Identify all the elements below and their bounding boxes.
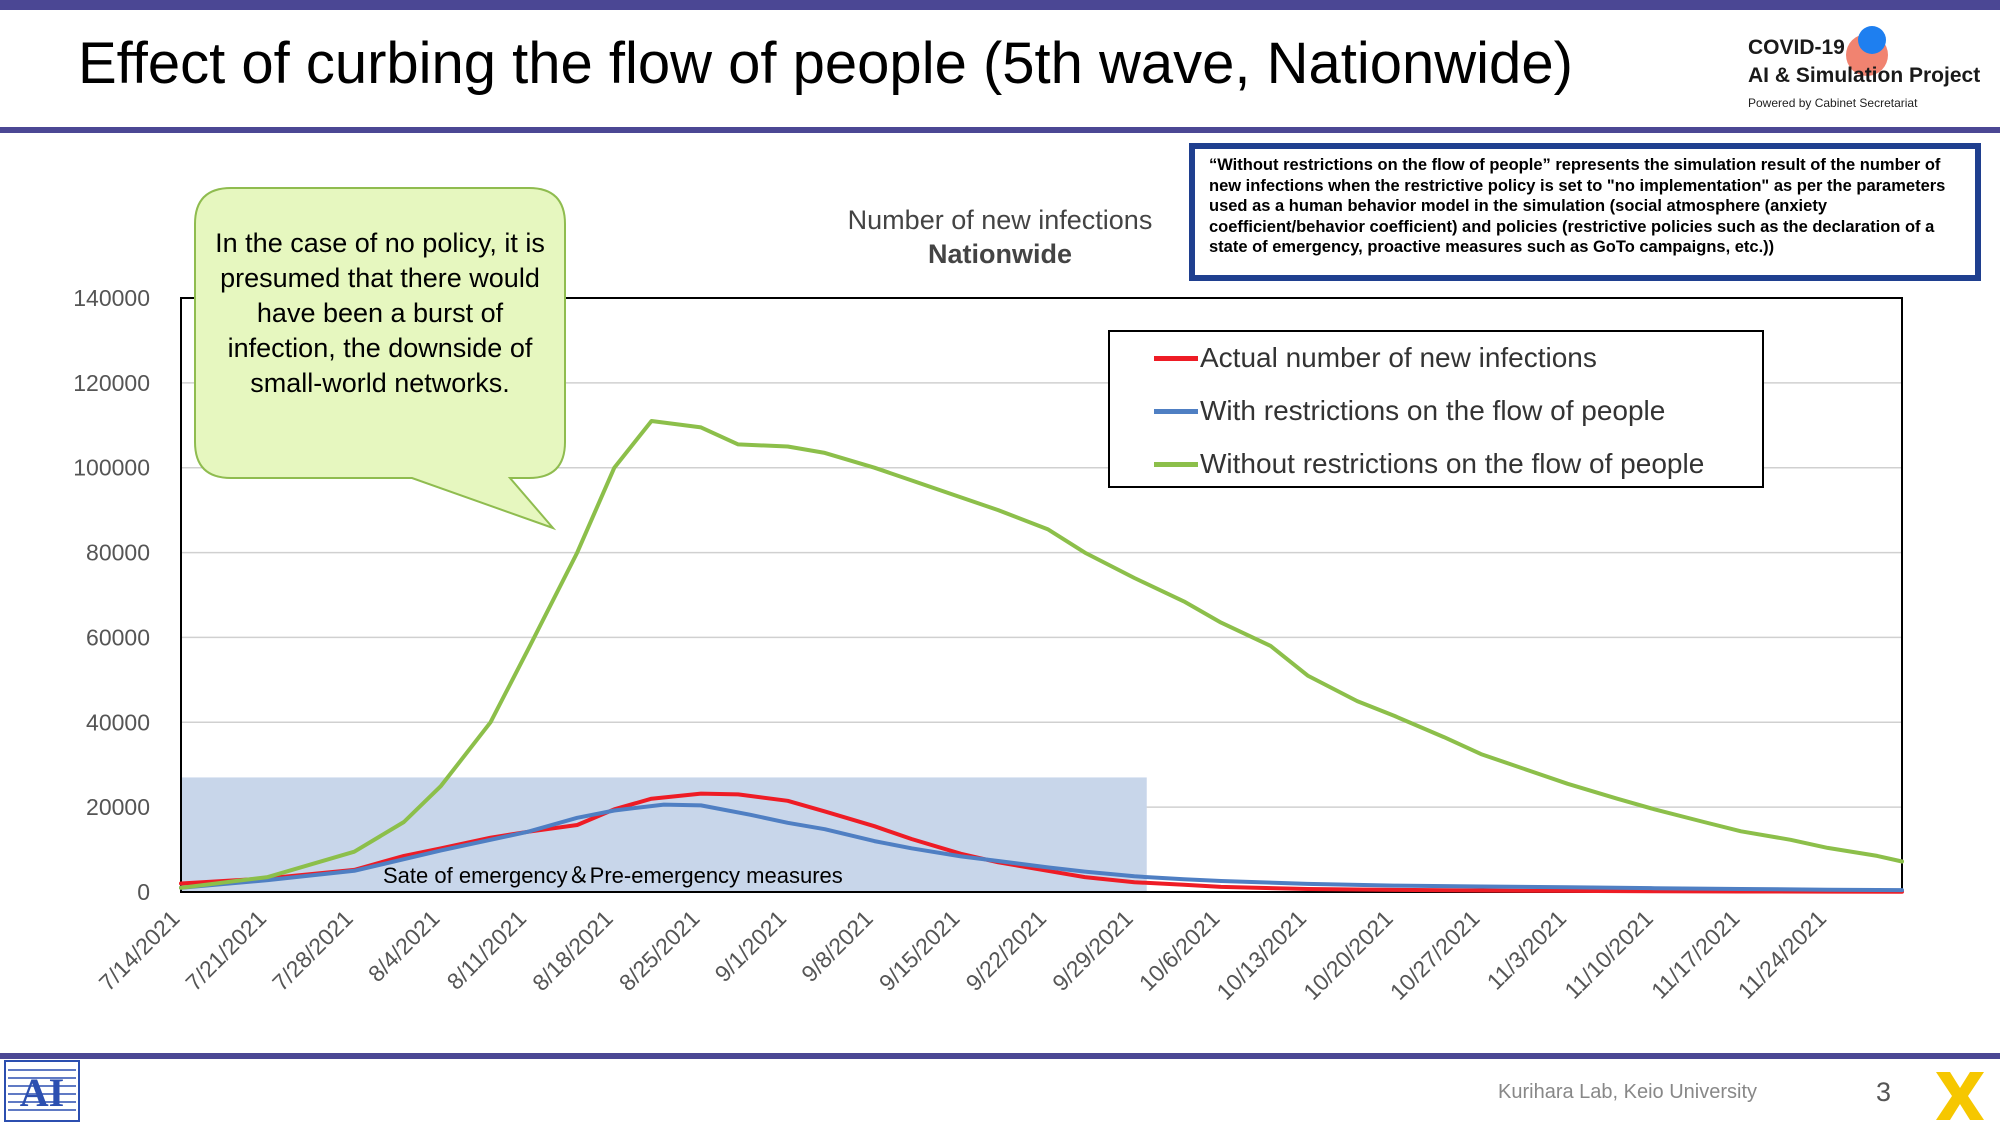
- chart-title: Number of new infections: [847, 205, 1153, 235]
- logo-line1: COVID-19: [1748, 36, 1845, 59]
- svg-text:AI: AI: [20, 1070, 64, 1115]
- logo-line2: AI & Simulation Project: [1748, 64, 1981, 87]
- y-tick-label: 100000: [73, 455, 150, 481]
- y-tick-label: 120000: [73, 370, 150, 396]
- x-tick-label: 9/22/2021: [960, 905, 1051, 996]
- legend-item-with: With restrictions on the flow of people: [1154, 395, 1665, 427]
- x-tick-label: 9/8/2021: [796, 905, 878, 987]
- x-tick-label: 8/4/2021: [363, 905, 445, 987]
- x-tick-label: 7/14/2021: [94, 905, 185, 996]
- chart-subtitle: Nationwide: [927, 239, 1072, 269]
- y-tick-label: 80000: [86, 540, 150, 566]
- legend-swatch-actual: [1154, 355, 1198, 361]
- x-tick-label: 11/17/2021: [1646, 905, 1745, 1004]
- y-tick-label: 0: [137, 879, 150, 905]
- x-tick-label: 8/11/2021: [442, 905, 532, 995]
- legend-swatch-without: [1154, 461, 1198, 467]
- emergency-region-label: Sate of emergency＆Pre-emergency measures: [383, 863, 843, 888]
- legend-swatch-with: [1154, 408, 1198, 414]
- explanation-note: “Without restrictions on the flow of peo…: [1189, 143, 1981, 281]
- x-tick-label: 8/18/2021: [527, 905, 618, 996]
- x-tick-label: 10/6/2021: [1134, 905, 1225, 996]
- footer-credit: Kurihara Lab, Keio University: [1498, 1081, 1758, 1103]
- chart-title-block: Number of new infections Nationwide: [800, 203, 1200, 271]
- y-tick-label: 40000: [86, 709, 150, 735]
- slide-title: Effect of curbing the flow of people (5t…: [78, 31, 1573, 96]
- chart-legend: Actual number of new infections With res…: [1108, 330, 1764, 488]
- x-tick-label: 10/27/2021: [1385, 905, 1485, 1005]
- title-rule: [0, 127, 2000, 133]
- cross-logo-icon: [1936, 1072, 1984, 1120]
- series-line-2: [179, 419, 1904, 890]
- page-number: 3: [1876, 1077, 1892, 1107]
- top-accent-bar: [0, 0, 2000, 10]
- y-axis: 0 20000 40000 60000 80000 100000 120000 140000: [73, 285, 150, 905]
- x-tick-label: 7/21/2021: [180, 905, 271, 996]
- series-line-1: [179, 802, 1904, 893]
- series-line-0: [179, 791, 1904, 894]
- lab-logo-icon: AI: [4, 1060, 80, 1122]
- y-tick-label: 60000: [86, 624, 150, 650]
- x-tick-label: 10/13/2021: [1211, 905, 1311, 1005]
- plot-area-frame: [180, 297, 1903, 893]
- y-tick-label: 140000: [73, 285, 150, 311]
- callout-bubble: [194, 187, 566, 531]
- logo-dot-icon: [1858, 26, 1886, 54]
- x-tick-label: 8/25/2021: [614, 905, 705, 996]
- x-tick-label: 11/24/2021: [1733, 905, 1832, 1004]
- y-tick-label: 20000: [86, 794, 150, 820]
- x-tick-label: 9/29/2021: [1047, 905, 1138, 996]
- legend-label-actual: Actual number of new infections: [1200, 342, 1597, 373]
- x-tick-label: 10/20/2021: [1298, 905, 1398, 1005]
- x-tick-label: 9/1/2021: [710, 905, 792, 987]
- callout-text: In the case of no policy, it is presumed…: [215, 228, 545, 398]
- x-tick-label: 9/15/2021: [874, 905, 965, 996]
- legend-item-actual: Actual number of new infections: [1154, 342, 1597, 374]
- x-tick-label: 11/3/2021: [1482, 905, 1572, 995]
- legend-item-without: Without restrictions on the flow of peop…: [1154, 448, 1704, 480]
- legend-label-without: Without restrictions on the flow of peop…: [1200, 448, 1705, 479]
- x-tick-label: 11/10/2021: [1559, 905, 1658, 1004]
- footer-rule: [0, 1053, 2000, 1059]
- project-logo: COVID-19 AI & Simulation Project Powered…: [1748, 26, 1988, 115]
- x-tick-label: 7/28/2021: [267, 905, 358, 996]
- logo-line3: Powered by Cabinet Secretariat: [1748, 96, 1918, 110]
- chart-series: [179, 419, 1904, 894]
- legend-label-with: With restrictions on the flow of people: [1200, 395, 1666, 426]
